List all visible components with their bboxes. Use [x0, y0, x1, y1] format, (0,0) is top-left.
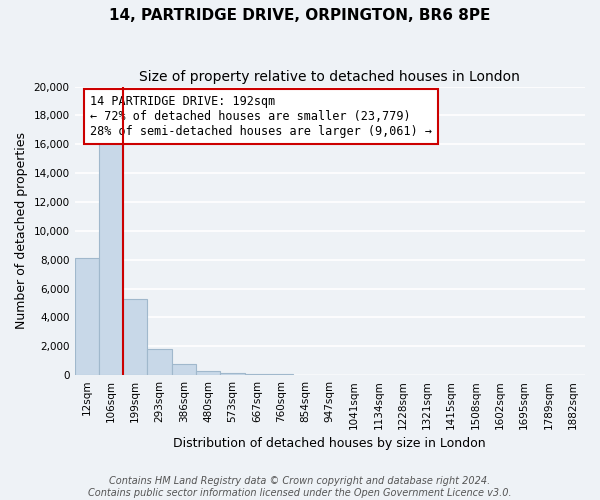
- Title: Size of property relative to detached houses in London: Size of property relative to detached ho…: [139, 70, 520, 84]
- Bar: [269, 374, 293, 375]
- Text: Contains HM Land Registry data © Crown copyright and database right 2024.
Contai: Contains HM Land Registry data © Crown c…: [88, 476, 512, 498]
- Y-axis label: Number of detached properties: Number of detached properties: [15, 132, 28, 330]
- Bar: [148, 349, 172, 375]
- Text: 14, PARTRIDGE DRIVE, ORPINGTON, BR6 8PE: 14, PARTRIDGE DRIVE, ORPINGTON, BR6 8PE: [109, 8, 491, 22]
- Bar: [220, 373, 245, 375]
- Bar: [196, 370, 220, 375]
- Bar: [172, 364, 196, 375]
- Bar: [99, 137, 123, 375]
- Bar: [245, 374, 269, 375]
- Text: 14 PARTRIDGE DRIVE: 192sqm
← 72% of detached houses are smaller (23,779)
28% of : 14 PARTRIDGE DRIVE: 192sqm ← 72% of deta…: [90, 95, 432, 138]
- X-axis label: Distribution of detached houses by size in London: Distribution of detached houses by size …: [173, 437, 486, 450]
- Bar: [123, 298, 148, 375]
- Bar: [74, 258, 99, 375]
